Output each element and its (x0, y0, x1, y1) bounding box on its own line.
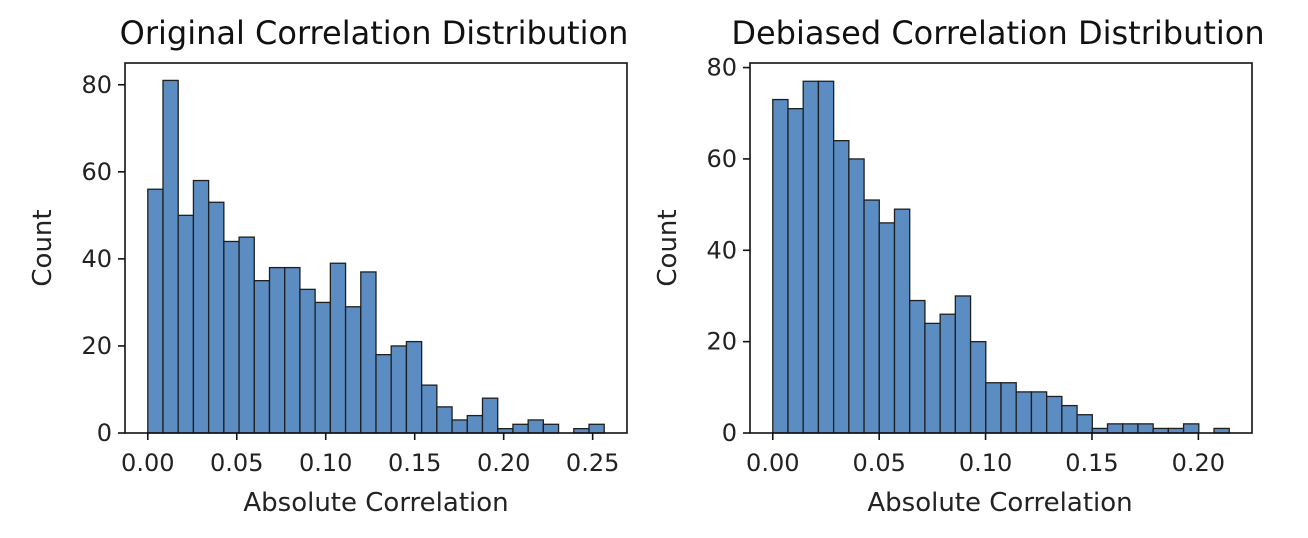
x-tick-label-debiased-2: 0.10 (959, 449, 1012, 477)
bar-original-16 (390, 345, 408, 434)
y-tick-label-debiased-1: 20 (706, 328, 737, 356)
bar-original-4 (207, 201, 225, 434)
y-tick-label-original-1: 20 (81, 332, 112, 360)
bar-debiased-9 (909, 299, 926, 434)
bar-debiased-3 (817, 80, 835, 434)
bar-debiased-14 (985, 382, 1002, 434)
y-tick-label-debiased-3: 60 (706, 145, 737, 173)
bar-original-20 (451, 419, 468, 434)
bar-debiased-6 (863, 199, 880, 434)
bar-debiased-0 (772, 98, 789, 434)
bar-debiased-10 (924, 322, 941, 434)
y-axis-label-debiased: Count (653, 209, 683, 286)
bar-debiased-7 (878, 222, 896, 434)
y-ticks-debiased: 0 20 40 60 80 (706, 54, 750, 447)
bar-debiased-24 (1137, 423, 1154, 434)
y-tick-label-original-4: 80 (81, 71, 112, 99)
chart-original: Original Correlation Distribution 0.00 0.… (28, 14, 628, 518)
bar-original-12 (329, 262, 347, 434)
x-tick-label-original-2: 0.10 (299, 449, 352, 477)
bar-debiased-23 (1122, 423, 1139, 434)
bar-original-18 (420, 384, 438, 434)
bar-debiased-11 (939, 313, 957, 434)
chart-title-debiased: Debiased Correlation Distribution (731, 14, 1264, 52)
bar-original-0 (147, 188, 164, 434)
bar-debiased-2 (802, 80, 820, 434)
bar-original-5 (223, 240, 240, 434)
bar-original-11 (314, 301, 332, 434)
bar-original-26 (542, 423, 560, 434)
chart-debiased: Debiased Correlation Distribution 0.00 0.… (653, 14, 1265, 518)
x-tick-label-original-5: 0.25 (566, 449, 619, 477)
y-tick-label-original-2: 40 (81, 245, 112, 273)
bar-original-1 (162, 79, 179, 434)
x-tick-label-original-4: 0.20 (477, 449, 530, 477)
bar-debiased-5 (848, 158, 865, 434)
bar-debiased-20 (1076, 414, 1093, 434)
bars-debiased (772, 80, 1230, 434)
x-tick-label-original-0: 0.00 (121, 449, 174, 477)
y-tick-label-debiased-2: 40 (706, 236, 737, 264)
bar-debiased-13 (969, 340, 987, 434)
bar-original-7 (253, 279, 271, 434)
bars-original (147, 79, 605, 434)
bar-original-17 (405, 340, 423, 434)
y-tick-label-debiased-0: 0 (722, 419, 737, 447)
y-axis-label-original: Count (28, 209, 58, 286)
bar-debiased-19 (1061, 404, 1078, 434)
bar-original-24 (512, 423, 529, 434)
bar-debiased-4 (832, 139, 850, 434)
y-tick-label-original-0: 0 (97, 419, 112, 447)
bar-debiased-1 (787, 108, 804, 434)
bar-debiased-17 (1030, 391, 1048, 434)
bar-original-6 (238, 236, 255, 434)
bar-debiased-27 (1182, 423, 1200, 434)
bar-original-25 (527, 419, 545, 434)
y-tick-label-original-3: 60 (81, 158, 112, 186)
x-tick-label-debiased-4: 0.20 (1172, 449, 1225, 477)
bar-original-29 (588, 423, 605, 434)
bar-debiased-16 (1015, 391, 1033, 434)
x-tick-label-debiased-3: 0.15 (1065, 449, 1118, 477)
x-tick-label-original-3: 0.15 (388, 449, 441, 477)
x-ticks-debiased: 0.00 0.05 0.10 0.15 0.20 (746, 433, 1225, 477)
x-tick-label-debiased-0: 0.00 (746, 449, 799, 477)
bar-debiased-12 (954, 295, 972, 434)
bar-original-9 (284, 266, 301, 434)
x-ticks-original: 0.00 0.05 0.10 0.15 0.20 0.25 (121, 433, 619, 477)
plot-frame-debiased (749, 62, 1253, 434)
bar-original-2 (177, 214, 195, 434)
bar-original-21 (466, 414, 484, 434)
bar-debiased-18 (1046, 395, 1063, 434)
bar-original-3 (192, 179, 210, 434)
bar-debiased-8 (893, 208, 911, 434)
bar-original-22 (481, 397, 499, 434)
x-tick-label-debiased-1: 0.05 (852, 449, 905, 477)
y-ticks-original: 0 20 40 60 80 (81, 71, 125, 447)
bar-original-15 (375, 353, 392, 434)
bar-original-19 (436, 406, 453, 434)
bar-original-8 (268, 266, 286, 434)
bar-original-13 (344, 306, 362, 434)
bar-debiased-15 (1000, 382, 1017, 434)
x-tick-label-original-1: 0.05 (210, 449, 263, 477)
plot-frame-original (124, 62, 628, 434)
x-axis-label-debiased: Absolute Correlation (867, 488, 1132, 518)
bar-original-14 (360, 271, 377, 434)
bar-debiased-22 (1106, 423, 1124, 434)
bar-original-10 (299, 288, 316, 434)
chart-title-original: Original Correlation Distribution (120, 14, 629, 52)
x-axis-label-original: Absolute Correlation (243, 488, 508, 518)
y-tick-label-debiased-4: 80 (706, 54, 737, 82)
